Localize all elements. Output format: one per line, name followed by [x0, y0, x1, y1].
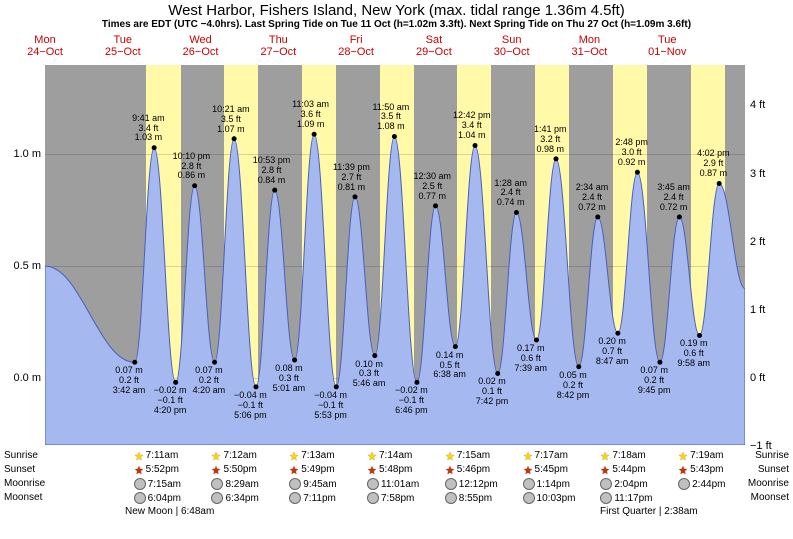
tide-point-label: 2:34 am2.4 ft0.72 m: [576, 183, 609, 213]
tide-point-label: 10:21 am3.5 ft1.07 m: [212, 105, 250, 135]
tide-point-label: 0.07 m0.2 ft4:20 am: [193, 366, 226, 396]
date-label: Tue25−Oct: [93, 34, 153, 58]
date-label: Wed26−Oct: [171, 34, 231, 58]
tide-point-label: 11:50 am3.5 ft1.08 m: [372, 103, 409, 133]
chart-subtitle: Times are EDT (UTC −4.0hrs). Last Spring…: [0, 19, 793, 30]
tide-point-label: 9:41 am3.4 ft1.03 m: [132, 114, 165, 144]
moon-phase-event: New Moon | 6:48am: [125, 506, 214, 517]
tide-point-label: 0.08 m0.3 ft5:01 am: [273, 364, 306, 394]
moonset-time: 7:11pm: [289, 492, 336, 504]
moon-phase-event: First Quarter | 2:38am: [600, 506, 698, 517]
tide-point-label: 0.17 m0.6 ft7:39 am: [514, 344, 547, 374]
tide-point-label: −0.04 m−0.1 ft5:53 pm: [314, 391, 347, 421]
moonrise-time: 8:29am: [211, 478, 258, 490]
moonrise-time: 7:15am: [134, 478, 181, 490]
moonrise-time: 1:14pm: [523, 478, 570, 490]
moonset-time: 7:58pm: [367, 492, 414, 504]
date-label: Tue01−Nov: [637, 34, 697, 58]
moonset-time: 6:34pm: [211, 492, 258, 504]
sunset-time: 5:49pm: [289, 464, 334, 475]
tide-point-label: 0.02 m0.1 ft7:42 pm: [476, 377, 509, 407]
footer-row-moonset: MoonsetMoonset6:04pm6:34pm7:11pm7:58pm8:…: [0, 492, 793, 506]
footer-row-moonrise: MoonriseMoonrise7:15am8:29am9:45am11:01a…: [0, 478, 793, 492]
date-label: Mon24−Oct: [15, 34, 75, 58]
sunrise-time: 7:14am: [367, 450, 412, 461]
footer-row-sunset: SunsetSunset5:52pm5:50pm5:49pm5:48pm5:46…: [0, 464, 793, 478]
sunset-time: 5:43pm: [678, 464, 723, 475]
sunrise-time: 7:18am: [600, 450, 645, 461]
tide-point-label: 2:48 pm3.0 ft0.92 m: [615, 138, 648, 168]
moonrise-time: 9:45am: [289, 478, 336, 490]
tide-point-label: −0.04 m−0.1 ft5:06 pm: [234, 391, 267, 421]
y-axis-right-tick: 0 ft: [750, 372, 790, 384]
moon-phase-row: New Moon | 6:48am First Quarter | 2:38am: [0, 506, 793, 520]
tide-point-label: 0.10 m0.3 ft5:46 am: [353, 360, 386, 390]
sunset-time: 5:44pm: [600, 464, 645, 475]
moonset-time: 8:55pm: [445, 492, 492, 504]
tide-point-label: 0.19 m0.6 ft9:58 am: [678, 339, 711, 369]
sunset-time: 5:52pm: [134, 464, 179, 475]
moonrise-time: 2:44pm: [678, 478, 725, 490]
sunset-time: 5:46pm: [445, 464, 490, 475]
y-axis-left-tick: 1.0 m: [1, 148, 41, 160]
sunrise-time: 7:11am: [134, 450, 179, 461]
y-axis-left-tick: 0.0 m: [1, 372, 41, 384]
moonrise-time: 12:12pm: [445, 478, 498, 490]
sunrise-time: 7:13am: [289, 450, 334, 461]
tide-point-label: −0.02 m−0.1 ft4:20 pm: [154, 386, 187, 416]
footer: SunriseSunrise7:11am7:12am7:13am7:14am7:…: [0, 450, 793, 520]
sunrise-time: 7:19am: [678, 450, 723, 461]
tide-point-label: 12:30 am2.5 ft0.77 m: [414, 172, 452, 202]
moonrise-time: 2:04pm: [600, 478, 647, 490]
tide-point-label: 3:45 am2.4 ft0.72 m: [657, 183, 690, 213]
tide-point-label: 1:41 pm3.2 ft0.98 m: [534, 125, 567, 155]
tide-point-label: −0.02 m−0.1 ft6:46 pm: [395, 386, 428, 416]
date-label: Sat29−Oct: [404, 34, 464, 58]
moonset-time: 10:03pm: [523, 492, 576, 504]
moonset-time: 6:04pm: [134, 492, 181, 504]
date-label: Sun30−Oct: [482, 34, 542, 58]
tide-point-label: 10:10 pm2.8 ft0.86 m: [173, 152, 211, 182]
tide-point-label: 11:39 pm2.7 ft0.81 m: [333, 163, 370, 193]
y-axis-right-tick: 2 ft: [750, 236, 790, 248]
date-label: Fri28−Oct: [326, 34, 386, 58]
sunset-time: 5:50pm: [211, 464, 256, 475]
moonrise-time: 11:01am: [367, 478, 419, 490]
footer-row-sunrise: SunriseSunrise7:11am7:12am7:13am7:14am7:…: [0, 450, 793, 464]
tide-point-label: 0.07 m0.2 ft9:45 pm: [638, 366, 671, 396]
date-label: Mon31−Oct: [559, 34, 619, 58]
tide-point-label: 4:02 pm2.9 ft0.87 m: [697, 149, 730, 179]
tide-point-label: 10:53 pm2.8 ft0.84 m: [253, 156, 291, 186]
tide-point-label: 0.20 m0.7 ft8:47 am: [596, 337, 629, 367]
sunrise-time: 7:15am: [445, 450, 490, 461]
sunrise-time: 7:12am: [211, 450, 256, 461]
tide-point-label: 11:03 am3.6 ft1.09 m: [292, 100, 329, 130]
chart-area: Mon24−Oct Tue25−Oct Wed26−Oct Thu27−Oct Fri2…: [0, 30, 793, 450]
moonset-time: 11:17pm: [600, 492, 652, 504]
tide-point-label: 0.05 m0.2 ft8:42 pm: [557, 371, 590, 401]
y-axis-right-tick: 3 ft: [750, 168, 790, 180]
chart-title: West Harbor, Fishers Island, New York (m…: [0, 0, 793, 19]
tide-point-label: 12:42 pm3.4 ft1.04 m: [453, 111, 491, 141]
sunrise-time: 7:17am: [523, 450, 568, 461]
y-axis-left-tick: 0.5 m: [1, 260, 41, 272]
tide-point-label: 0.14 m0.5 ft6:38 am: [433, 351, 466, 381]
tide-point-label: 1:28 am2.4 ft0.74 m: [494, 179, 527, 209]
y-axis-right-tick: 4 ft: [750, 99, 790, 111]
sunset-time: 5:45pm: [523, 464, 568, 475]
sunset-time: 5:48pm: [367, 464, 412, 475]
tide-point-label: 0.07 m0.2 ft3:42 am: [113, 366, 146, 396]
y-axis-right-tick: 1 ft: [750, 304, 790, 316]
date-label: Thu27−Oct: [248, 34, 308, 58]
